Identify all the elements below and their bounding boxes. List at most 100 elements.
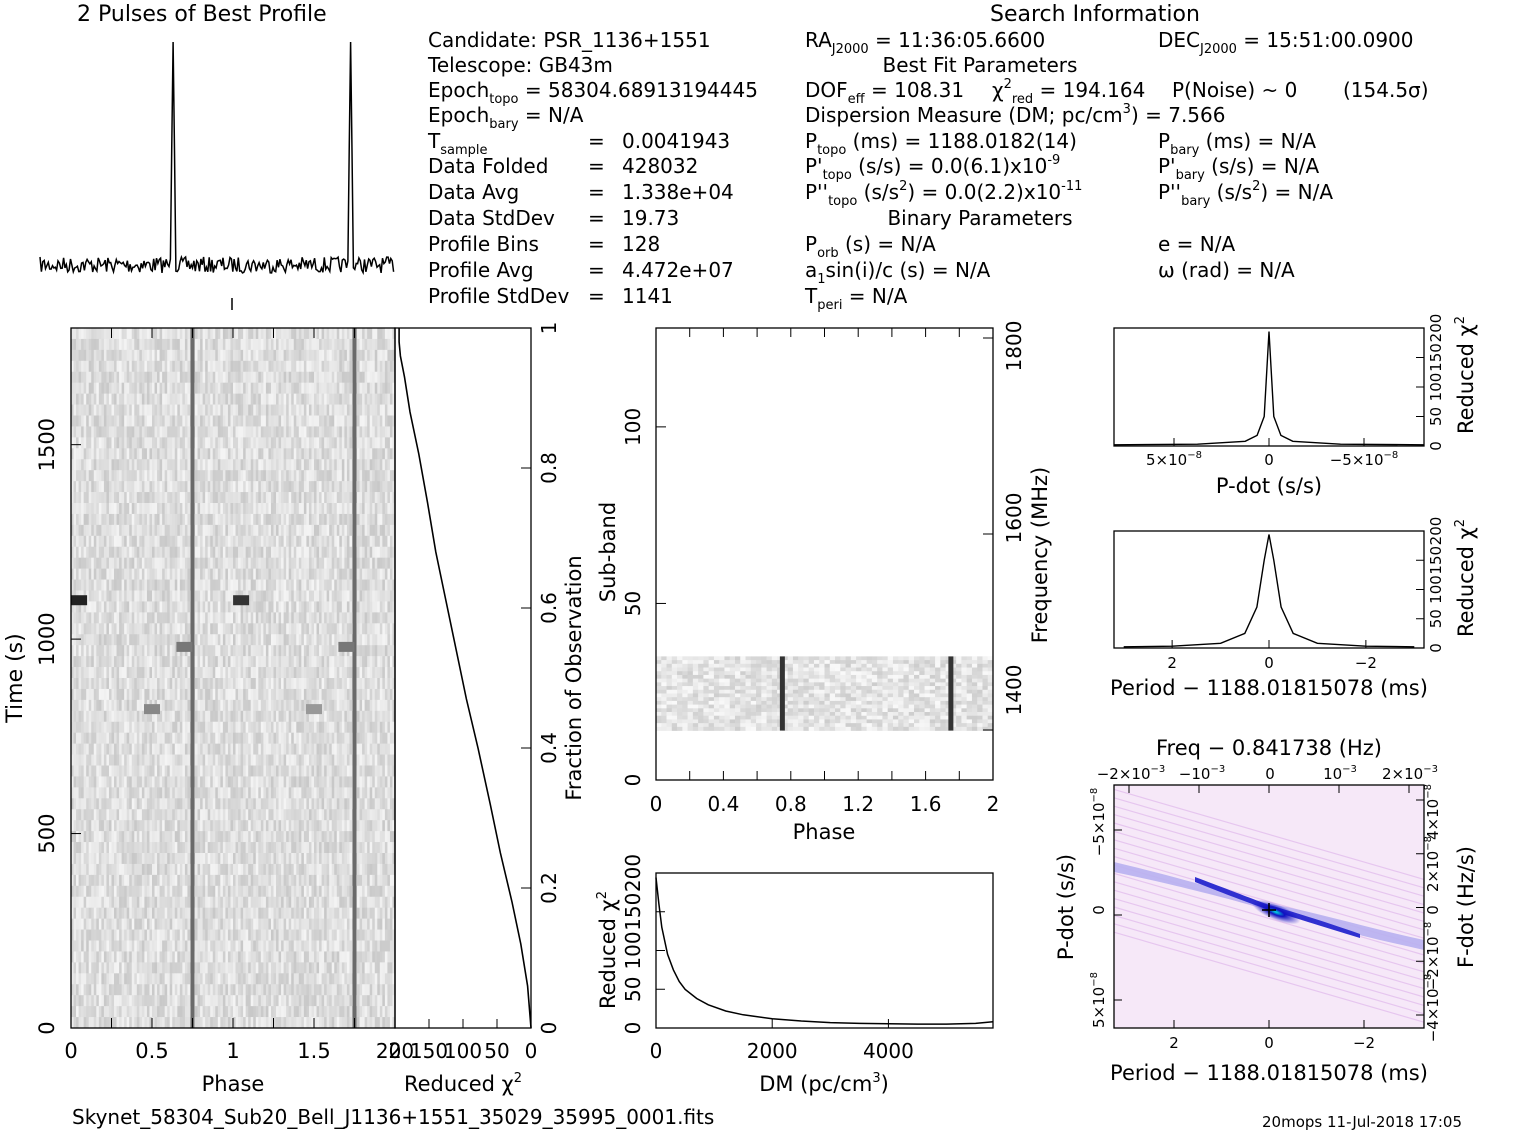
heatmap-cell bbox=[91, 732, 95, 744]
heatmap-cell bbox=[177, 710, 181, 723]
heatmap-cell bbox=[263, 568, 267, 580]
heatmap-cell bbox=[291, 601, 295, 613]
heatmap-cell bbox=[319, 612, 322, 624]
heatmap-cell bbox=[240, 612, 244, 624]
heatmap-cell bbox=[364, 437, 368, 449]
heatmap-cell bbox=[152, 601, 155, 613]
heatmap-cell bbox=[220, 448, 224, 460]
heatmap-cell bbox=[311, 623, 315, 635]
heatmap-cell bbox=[268, 404, 272, 416]
heatmap-cell bbox=[73, 568, 77, 580]
heatmap-cell bbox=[106, 535, 110, 548]
heatmap-cell bbox=[195, 382, 198, 394]
heatmap-cell bbox=[215, 382, 219, 394]
heatmap-cell bbox=[121, 349, 125, 362]
heatmap-cell bbox=[362, 349, 365, 362]
heatmap-cell bbox=[308, 688, 312, 701]
heatmap-cell bbox=[296, 503, 300, 515]
heatmap-cell bbox=[240, 524, 244, 537]
heatmap-cell bbox=[263, 393, 267, 405]
heatmap-cell bbox=[243, 404, 246, 416]
heatmap-cell bbox=[258, 667, 262, 679]
heatmap-cell bbox=[250, 371, 254, 383]
heatmap-cell bbox=[227, 470, 231, 482]
heatmap-cell bbox=[387, 328, 391, 340]
heatmap-cell bbox=[141, 590, 145, 602]
heatmap-cell bbox=[240, 568, 244, 580]
heatmap-cell bbox=[212, 349, 216, 362]
heatmap-cell bbox=[349, 492, 353, 504]
heatmap-cell bbox=[81, 492, 84, 504]
heatmap-cell bbox=[303, 634, 307, 646]
info-row: Telescope: GB43m bbox=[427, 53, 613, 77]
heatmap-cell bbox=[174, 459, 178, 471]
heatmap-cell bbox=[253, 349, 257, 362]
heatmap-cell bbox=[114, 743, 117, 755]
heatmap-cell bbox=[392, 557, 396, 569]
heatmap-cell bbox=[114, 448, 117, 460]
heatmap-cell bbox=[126, 601, 130, 613]
heatmap-cell bbox=[101, 371, 105, 383]
heatmap-cell bbox=[286, 535, 289, 548]
heatmap-cell bbox=[129, 732, 133, 744]
heatmap-cell bbox=[187, 732, 191, 744]
heatmap-cell bbox=[374, 721, 378, 733]
heatmap-cell bbox=[129, 360, 133, 373]
heatmap-cell bbox=[369, 415, 373, 427]
heatmap-cell bbox=[278, 699, 282, 712]
heatmap-cell bbox=[293, 437, 297, 449]
heatmap-cell bbox=[187, 437, 191, 449]
heatmap-cell bbox=[344, 699, 348, 712]
heatmap-cell bbox=[314, 426, 317, 438]
heatmap-cell bbox=[291, 481, 295, 493]
heatmap-cell bbox=[270, 535, 274, 548]
heatmap-cell bbox=[255, 667, 259, 679]
heatmap-cell bbox=[210, 645, 214, 657]
heatmap-cell bbox=[205, 481, 208, 493]
heatmap-cell bbox=[326, 634, 330, 646]
heatmap-cell bbox=[124, 743, 127, 755]
heatmap-cell bbox=[339, 349, 343, 362]
heatmap-cell bbox=[336, 645, 340, 657]
heatmap-cell bbox=[210, 437, 214, 449]
heatmap-cell bbox=[96, 503, 100, 515]
heatmap-cell bbox=[346, 524, 350, 537]
heatmap-cell bbox=[367, 601, 370, 613]
heatmap-cell bbox=[303, 338, 307, 351]
heatmap-cell bbox=[184, 328, 188, 340]
heatmap-cell bbox=[116, 382, 120, 394]
heatmap-cell bbox=[149, 415, 153, 427]
heatmap-cell bbox=[124, 470, 127, 482]
heatmap-cell bbox=[159, 524, 163, 537]
heatmap-cell bbox=[126, 579, 130, 591]
heatmap-cell bbox=[301, 623, 305, 635]
heatmap-cell bbox=[233, 360, 236, 373]
heatmap-cell bbox=[119, 623, 122, 635]
heatmap-cell bbox=[314, 459, 317, 471]
heatmap-cell bbox=[258, 393, 262, 405]
heatmap-cell bbox=[341, 426, 345, 438]
heatmap-cell bbox=[298, 612, 302, 624]
heatmap-cell bbox=[202, 492, 206, 504]
heatmap-cell bbox=[124, 360, 127, 373]
heatmap-cell bbox=[169, 546, 173, 558]
heatmap-cell bbox=[101, 656, 105, 668]
heatmap-cell bbox=[374, 503, 378, 515]
heatmap-cell bbox=[172, 710, 176, 723]
heatmap-cell bbox=[339, 503, 343, 515]
heatmap-cell bbox=[184, 360, 188, 373]
heatmap-cell bbox=[270, 415, 274, 427]
heatmap-cell bbox=[164, 360, 168, 373]
heatmap-cell bbox=[308, 524, 312, 537]
heatmap-cell bbox=[217, 557, 221, 569]
heatmap-cell bbox=[162, 645, 165, 657]
heatmap-cell bbox=[136, 721, 140, 733]
heatmap-cell bbox=[359, 579, 363, 591]
heatmap-cell bbox=[344, 678, 348, 690]
heatmap-cell bbox=[283, 546, 287, 558]
heatmap-cell bbox=[369, 459, 373, 471]
heatmap-cell bbox=[129, 678, 133, 690]
heatmap-cell bbox=[334, 503, 338, 515]
heatmap-cell bbox=[139, 415, 143, 427]
heatmap-cell bbox=[346, 328, 350, 340]
